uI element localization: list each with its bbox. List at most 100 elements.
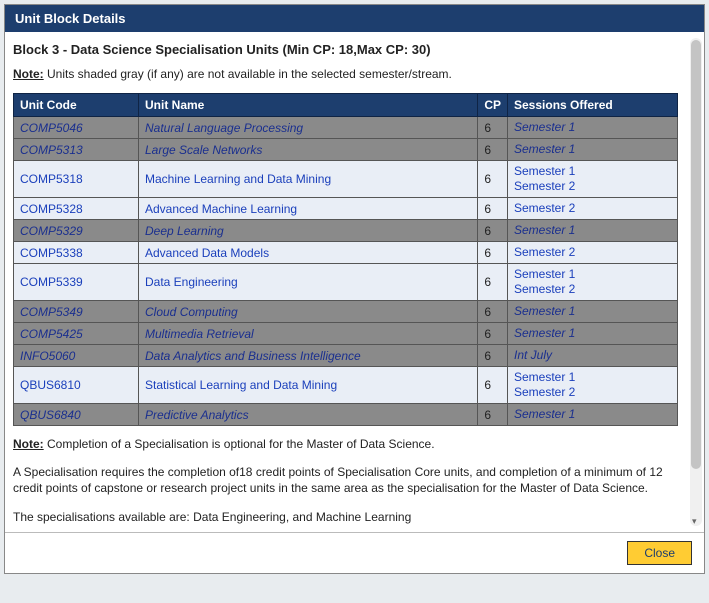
unit-name-link[interactable]: Deep Learning	[145, 224, 224, 238]
dialog-body: Block 3 - Data Science Specialisation Un…	[5, 32, 686, 532]
unit-cp: 6	[478, 345, 508, 367]
unit-name-link[interactable]: Statistical Learning and Data Mining	[145, 378, 337, 392]
unit-cp: 6	[478, 198, 508, 220]
table-row: COMP5349 Cloud Computing 6 Semester 1	[14, 301, 678, 323]
close-button[interactable]: Close	[627, 541, 692, 565]
table-row: COMP5313 Large Scale Networks 6 Semester 1	[14, 139, 678, 161]
note-label: Note:	[13, 67, 44, 81]
col-unit-code: Unit Code	[14, 94, 139, 117]
unit-name-link[interactable]: Natural Language Processing	[145, 121, 303, 135]
unit-name-link[interactable]: Cloud Computing	[145, 305, 238, 319]
unit-cp: 6	[478, 404, 508, 426]
session-link[interactable]: Semester 1	[514, 223, 671, 238]
unit-name-link[interactable]: Advanced Machine Learning	[145, 202, 297, 216]
table-row: QBUS6840 Predictive Analytics 6 Semester 1	[14, 404, 678, 426]
session-link[interactable]: Semester 1	[514, 120, 671, 135]
unit-sessions: Semester 1	[508, 323, 678, 345]
session-link[interactable]: Semester 1	[514, 164, 671, 179]
unit-name-link[interactable]: Advanced Data Models	[145, 246, 269, 260]
table-row: COMP5329 Deep Learning 6 Semester 1	[14, 220, 678, 242]
unit-cp: 6	[478, 323, 508, 345]
unit-cp: 6	[478, 220, 508, 242]
unit-name-link[interactable]: Large Scale Networks	[145, 143, 262, 157]
unit-cp: 6	[478, 367, 508, 404]
unit-code-link[interactable]: COMP5318	[20, 172, 83, 186]
scroll-thumb[interactable]	[691, 40, 701, 469]
session-link[interactable]: Semester 1	[514, 142, 671, 157]
unit-name-link[interactable]: Data Analytics and Business Intelligence	[145, 349, 361, 363]
session-link[interactable]: Semester 1	[514, 370, 671, 385]
body-text: Note: Completion of a Specialisation is …	[13, 436, 678, 532]
table-row: INFO5060 Data Analytics and Business Inte…	[14, 345, 678, 367]
unit-cp: 6	[478, 242, 508, 264]
unit-code-link[interactable]: COMP5329	[20, 224, 83, 238]
unit-code-link[interactable]: COMP5349	[20, 305, 83, 319]
unit-cp: 6	[478, 139, 508, 161]
scrollbar[interactable]: ▴ ▾	[690, 38, 702, 526]
unit-cp: 6	[478, 161, 508, 198]
units-table: Unit Code Unit Name CP Sessions Offered …	[13, 93, 678, 426]
session-link[interactable]: Semester 2	[514, 245, 671, 260]
col-sessions: Sessions Offered	[508, 94, 678, 117]
table-row: COMP5338 Advanced Data Models 6 Semester 2	[14, 242, 678, 264]
dialog-title: Unit Block Details	[5, 5, 704, 32]
unit-name-link[interactable]: Predictive Analytics	[145, 408, 249, 422]
unit-name-link[interactable]: Multimedia Retrieval	[145, 327, 254, 341]
unit-sessions: Semester 1Semester 2	[508, 264, 678, 301]
unit-sessions: Semester 1Semester 2	[508, 367, 678, 404]
spec-note-text: Completion of a Specialisation is option…	[44, 437, 435, 451]
unit-code-link[interactable]: COMP5313	[20, 143, 83, 157]
table-row: COMP5328 Advanced Machine Learning 6 Semest…	[14, 198, 678, 220]
block-title: Block 3 - Data Science Specialisation Un…	[13, 42, 678, 57]
unit-name-link[interactable]: Machine Learning and Data Mining	[145, 172, 331, 186]
unit-block-dialog: Unit Block Details Block 3 - Data Scienc…	[4, 4, 705, 574]
col-unit-name: Unit Name	[139, 94, 478, 117]
unit-sessions: Semester 1Semester 2	[508, 161, 678, 198]
unit-sessions: Int July	[508, 345, 678, 367]
session-link[interactable]: Semester 1	[514, 267, 671, 282]
unit-sessions: Semester 2	[508, 198, 678, 220]
dialog-footer: Close	[5, 532, 704, 573]
session-link[interactable]: Semester 2	[514, 179, 671, 194]
unit-sessions: Semester 1	[508, 139, 678, 161]
table-row: QBUS6810 Statistical Learning and Data Mi…	[14, 367, 678, 404]
spec-requirement: A Specialisation requires the completion…	[13, 464, 678, 496]
table-header-row: Unit Code Unit Name CP Sessions Offered	[14, 94, 678, 117]
session-link[interactable]: Semester 2	[514, 385, 671, 400]
unit-code-link[interactable]: COMP5328	[20, 202, 83, 216]
unit-cp: 6	[478, 264, 508, 301]
unit-sessions: Semester 1	[508, 117, 678, 139]
scroll-down-icon[interactable]: ▾	[692, 516, 697, 527]
unit-code-link[interactable]: COMP5046	[20, 121, 83, 135]
unit-code-link[interactable]: INFO5060	[20, 349, 75, 363]
note-text: Units shaded gray (if any) are not avail…	[44, 67, 452, 81]
unit-cp: 6	[478, 301, 508, 323]
table-row: COMP5046 Natural Language Processing 6 Seme…	[14, 117, 678, 139]
unit-code-link[interactable]: COMP5425	[20, 327, 83, 341]
unit-name-link[interactable]: Data Engineering	[145, 275, 238, 289]
unit-code-link[interactable]: COMP5338	[20, 246, 83, 260]
unit-cp: 6	[478, 117, 508, 139]
unit-sessions: Semester 2	[508, 242, 678, 264]
session-link[interactable]: Semester 2	[514, 201, 671, 216]
unit-code-link[interactable]: QBUS6840	[20, 408, 81, 422]
session-link[interactable]: Semester 2	[514, 282, 671, 297]
col-cp: CP	[478, 94, 508, 117]
note-label-2: Note:	[13, 437, 44, 451]
spec-available: The specialisations available are: Data …	[13, 509, 678, 525]
table-row: COMP5318 Machine Learning and Data Mining…	[14, 161, 678, 198]
dialog-body-wrap: Block 3 - Data Science Specialisation Un…	[5, 32, 704, 532]
unit-code-link[interactable]: QBUS6810	[20, 378, 81, 392]
session-link[interactable]: Semester 1	[514, 407, 671, 422]
session-link[interactable]: Semester 1	[514, 304, 671, 319]
spec-note: Note: Completion of a Specialisation is …	[13, 436, 678, 452]
table-row: COMP5339Data Engineering6Semester 1Semes…	[14, 264, 678, 301]
session-link[interactable]: Int July	[514, 348, 671, 363]
table-row: COMP5425 Multimedia Retrieval 6 Semester 1	[14, 323, 678, 345]
availability-note: Note: Units shaded gray (if any) are not…	[13, 67, 678, 81]
unit-sessions: Semester 1	[508, 301, 678, 323]
unit-code-link[interactable]: COMP5339	[20, 275, 83, 289]
unit-sessions: Semester 1	[508, 404, 678, 426]
unit-sessions: Semester 1	[508, 220, 678, 242]
session-link[interactable]: Semester 1	[514, 326, 671, 341]
